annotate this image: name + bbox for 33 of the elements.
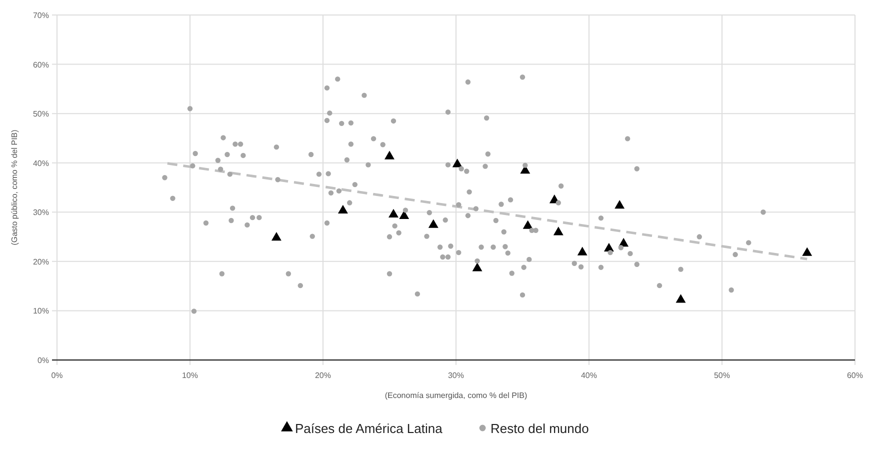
y-tick-label: 10% [32, 306, 49, 316]
point [399, 210, 410, 219]
point [384, 150, 394, 160]
x-tick-label: 20% [314, 371, 332, 380]
x-tick-label: 40% [580, 371, 598, 380]
x-axis-title: (Economía sumergida, como % del PIB) [384, 391, 528, 400]
legend-label: Países de América Latina [294, 421, 444, 436]
point [577, 246, 588, 256]
point [452, 158, 462, 168]
x-tick-label: 0% [51, 371, 63, 380]
point [428, 219, 438, 228]
y-tick-label: 60% [32, 60, 49, 70]
y-tick-label: 40% [32, 158, 49, 168]
y-tick-label: 0% [37, 356, 49, 365]
legend-label: Resto del mundo [490, 421, 589, 436]
point [522, 220, 533, 229]
point [472, 262, 482, 272]
point [676, 294, 686, 303]
point [338, 204, 348, 214]
y-tick-label: 20% [32, 257, 49, 266]
y-axis-title: (Gasto público, como % del PIB) [10, 129, 19, 246]
y-tick-label: 70% [32, 11, 49, 20]
point [553, 226, 564, 236]
x-tick-label: 30% [448, 371, 464, 380]
y-tick-label: 30% [32, 208, 49, 218]
point [614, 200, 625, 209]
point [388, 208, 398, 218]
point [271, 232, 282, 241]
x-tick-label: 10% [182, 371, 198, 380]
x-tick-label: 60% [846, 371, 864, 380]
x-tick-label: 50% [714, 371, 730, 380]
y-tick-label: 50% [32, 110, 49, 119]
point [802, 247, 812, 256]
